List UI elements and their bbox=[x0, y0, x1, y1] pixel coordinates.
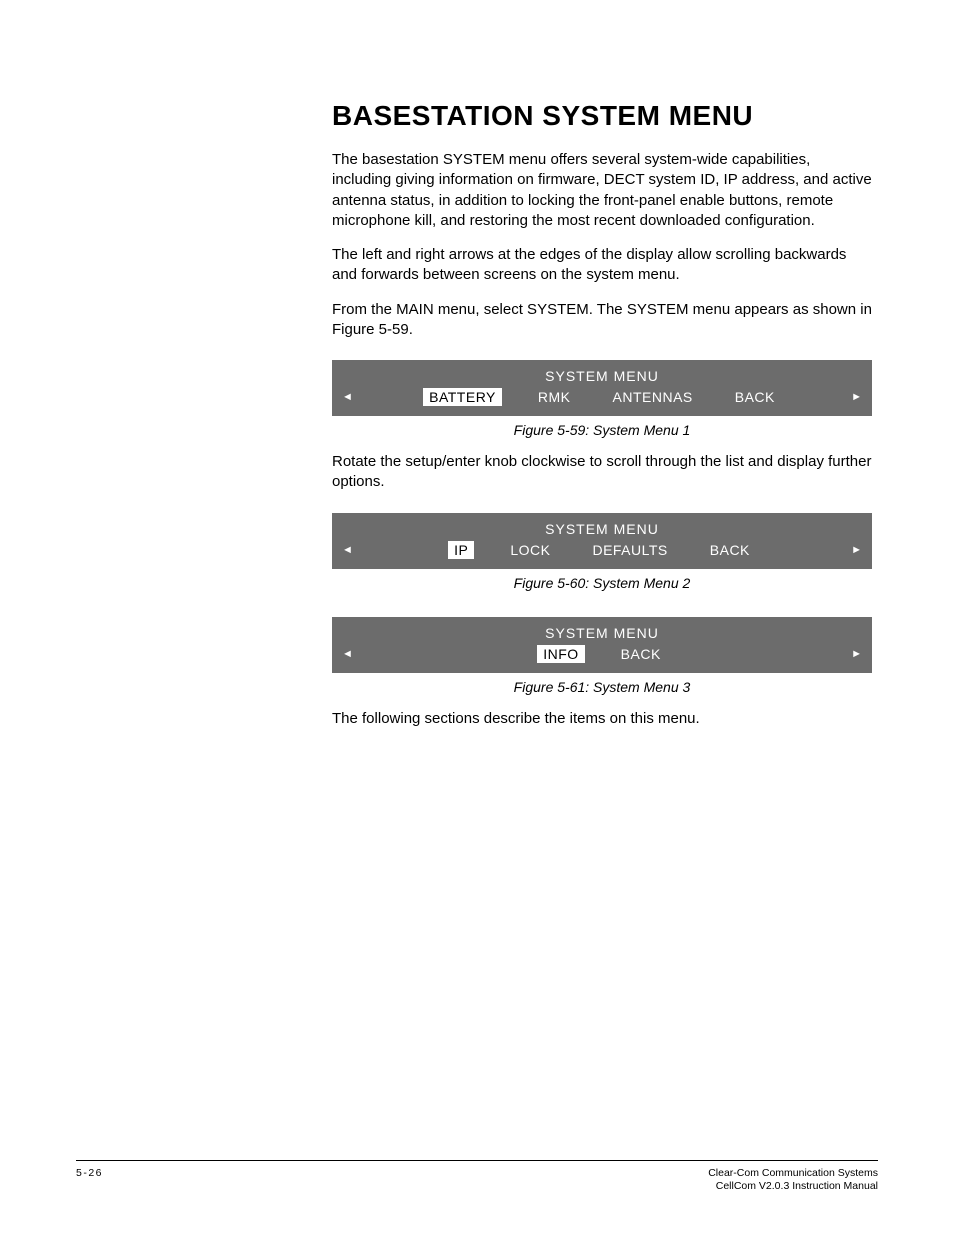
arrow-left-icon: ◄ bbox=[342, 544, 358, 556]
section-heading: BASESTATION SYSTEM MENU bbox=[332, 100, 872, 132]
arrow-left-icon: ◄ bbox=[342, 391, 358, 403]
menu-item-antennas: ANTENNAS bbox=[607, 388, 699, 406]
menu-item-info: INFO bbox=[537, 645, 584, 663]
system-menu-display-2: SYSTEM MENU ◄ IP LOCK DEFAULTS BACK ► bbox=[332, 513, 872, 569]
menu-title: SYSTEM MENU bbox=[342, 368, 862, 384]
menu-item-defaults: DEFAULTS bbox=[586, 541, 673, 559]
menu-item-back: BACK bbox=[615, 645, 667, 663]
paragraph-intro: The basestation SYSTEM menu offers sever… bbox=[332, 150, 872, 231]
system-menu-display-1: SYSTEM MENU ◄ BATTERY RMK ANTENNAS BACK … bbox=[332, 360, 872, 416]
menu-item-lock: LOCK bbox=[504, 541, 556, 559]
arrow-right-icon: ► bbox=[846, 648, 862, 660]
paragraph-following: The following sections describe the item… bbox=[332, 709, 872, 729]
paragraph-arrows: The left and right arrows at the edges o… bbox=[332, 245, 872, 286]
menu-item-ip: IP bbox=[448, 541, 474, 559]
figure-caption-59: Figure 5-59: System Menu 1 bbox=[332, 422, 872, 438]
arrow-left-icon: ◄ bbox=[342, 648, 358, 660]
menu-title: SYSTEM MENU bbox=[342, 625, 862, 641]
system-menu-display-3: SYSTEM MENU ◄ INFO BACK ► bbox=[332, 617, 872, 673]
paragraph-rotate: Rotate the setup/enter knob clockwise to… bbox=[332, 452, 872, 493]
menu-item-back: BACK bbox=[729, 388, 781, 406]
footer-manual: CellCom V2.0.3 Instruction Manual bbox=[708, 1180, 878, 1193]
paragraph-navigate: From the MAIN menu, select SYSTEM. The S… bbox=[332, 300, 872, 341]
arrow-right-icon: ► bbox=[846, 391, 862, 403]
menu-title: SYSTEM MENU bbox=[342, 521, 862, 537]
page-number: 5-26 bbox=[76, 1167, 103, 1193]
footer-company: Clear-Com Communication Systems bbox=[708, 1167, 878, 1180]
figure-caption-60: Figure 5-60: System Menu 2 bbox=[332, 575, 872, 591]
menu-item-battery: BATTERY bbox=[423, 388, 502, 406]
menu-item-rmk: RMK bbox=[532, 388, 577, 406]
figure-caption-61: Figure 5-61: System Menu 3 bbox=[332, 679, 872, 695]
page-footer: 5-26 Clear-Com Communication Systems Cel… bbox=[76, 1160, 878, 1193]
menu-item-back: BACK bbox=[704, 541, 756, 559]
arrow-right-icon: ► bbox=[846, 544, 862, 556]
